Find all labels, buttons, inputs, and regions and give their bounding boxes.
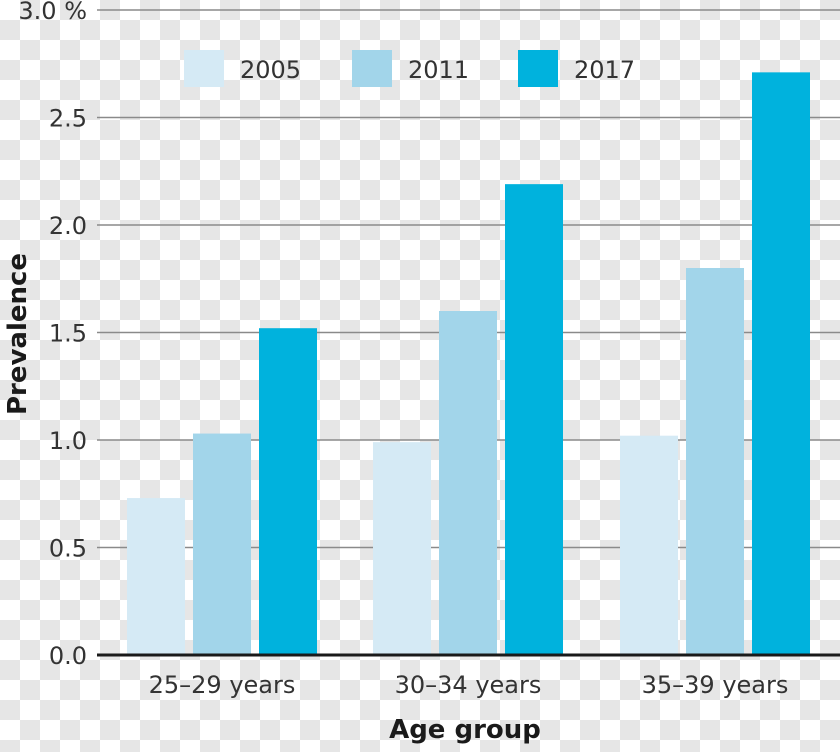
- bar-2011-2: [439, 311, 497, 655]
- x-tick-label: 35–39 years: [642, 671, 789, 699]
- bar-2005-3: [620, 435, 678, 655]
- x-axis-label: Age group: [389, 715, 541, 745]
- legend: 2005 2011 2017: [184, 50, 635, 87]
- bar-2017-1: [259, 328, 317, 655]
- bar-2005-2: [373, 442, 431, 655]
- y-tick-label: 0.5: [49, 535, 87, 563]
- y-tick-label: 1.0: [49, 427, 87, 455]
- bar-2017-2: [505, 184, 563, 655]
- axes: 0.0 0.5 1.0 1.5 2.0 2.5 3.0 % 25–29 years 30–34 …: [18, 0, 840, 699]
- legend-label-2005: 2005: [240, 56, 301, 84]
- bars: [127, 72, 810, 656]
- x-tick-label: 30–34 years: [395, 671, 542, 699]
- legend-swatch-2005: [184, 50, 224, 87]
- y-tick-label: 2.5: [49, 105, 87, 133]
- y-axis-label: Prevalence: [3, 253, 33, 415]
- legend-swatch-2011: [352, 50, 392, 87]
- y-tick-label: 3.0 %: [18, 0, 87, 25]
- x-tick-label: 25–29 years: [149, 671, 296, 699]
- bar-2011-3: [686, 268, 744, 655]
- y-tick-label: 2.0: [49, 212, 87, 240]
- y-tick-label: 1.5: [49, 320, 87, 348]
- legend-label-2017: 2017: [574, 56, 635, 84]
- bar-2011-1: [193, 433, 251, 655]
- legend-swatch-2017: [518, 50, 558, 87]
- bar-2005-1: [127, 498, 185, 655]
- bar-2017-3: [752, 72, 810, 656]
- y-tick-label: 0.0: [49, 642, 87, 670]
- legend-label-2011: 2011: [408, 56, 469, 84]
